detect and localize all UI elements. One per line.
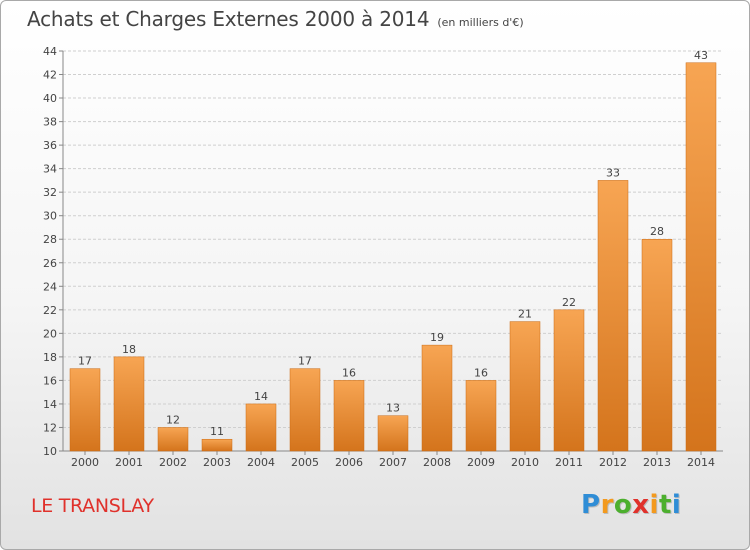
axes: 10 12 14 16 18 20 22 24 26 28 30 32 34 36 38 40 42 44 2000… [43,45,723,469]
logo-letter: i [649,490,659,520]
x-tick-label: 2007 [379,456,407,469]
y-tick-label: 36 [43,139,57,152]
data-label: 14 [254,390,268,403]
y-tick-label: 38 [43,116,57,129]
chart-title: Achats et Charges Externes 2000 à 2014 (e… [27,7,524,31]
x-tick-label: 2014 [687,456,715,469]
y-tick-label: 28 [43,233,57,246]
data-label: 19 [430,331,444,344]
bar-2007 [377,415,409,452]
bar-2002 [157,427,189,452]
bar-2010 [509,321,541,452]
x-tick-label: 2000 [71,456,99,469]
place-name: LE TRANSLAY [31,495,154,517]
logo-letter: i [671,490,682,520]
x-tick-label: 2012 [599,456,627,469]
logo-letter: P [581,490,601,520]
y-tick-label: 30 [43,210,57,223]
x-tick-label: 2004 [247,456,275,469]
x-tick-label: 2013 [643,456,671,469]
logo-letter: x [632,490,650,520]
bar-2004 [245,403,277,452]
x-tick-label: 2005 [291,456,319,469]
data-label: 21 [518,308,532,321]
logo-letter: o [613,490,633,520]
data-label: 18 [122,343,136,356]
data-label: 11 [210,425,224,438]
y-tick-label: 18 [43,351,57,364]
data-labels: 17 18 12 11 14 17 16 13 19 16 21 22 33 28 43 [78,49,708,438]
x-tick-label: 2008 [423,456,451,469]
data-label: 43 [694,49,708,62]
bar-2000 [69,368,101,452]
x-tick-label: 2011 [555,456,583,469]
y-tick-label: 20 [43,327,57,340]
y-tick-label: 42 [43,69,57,82]
data-label: 17 [298,355,312,368]
logo-letter: r [600,490,614,520]
data-label: 13 [386,402,400,415]
bar-2008 [421,344,453,452]
data-label: 22 [562,296,576,309]
data-label: 33 [606,166,620,179]
x-tick-label: 2003 [203,456,231,469]
x-tick-label: 2002 [159,456,187,469]
bar-2005 [289,368,321,452]
y-tick-label: 24 [43,280,57,293]
bar-2009 [465,380,497,452]
data-label: 16 [474,366,488,379]
bar-2011 [553,309,585,452]
data-label: 28 [650,225,664,238]
y-tick-label: 44 [43,45,57,58]
y-tick-label: 10 [43,445,57,458]
y-tick-label: 12 [43,421,57,434]
data-label: 16 [342,366,356,379]
y-tick-label: 16 [43,374,57,387]
bars [69,62,717,452]
proxiti-logo: Proxiti [581,490,681,520]
y-tick-label: 34 [43,163,57,176]
bar-2003 [201,438,233,452]
bar-2006 [333,380,365,452]
y-tick-label: 26 [43,257,57,270]
chart-title-text: Achats et Charges Externes 2000 à 2014 [27,7,430,31]
bar-2013 [641,238,673,452]
data-label: 17 [78,355,92,368]
data-label: 12 [166,413,180,426]
bar-2012 [597,180,629,452]
y-tick-label: 22 [43,304,57,317]
y-tick-label: 14 [43,398,57,411]
x-tick-label: 2009 [467,456,495,469]
x-tick-label: 2010 [511,456,539,469]
chart-subtitle: (en milliers d'€) [437,16,524,29]
y-tick-label: 40 [43,92,57,105]
y-tick-label: 32 [43,186,57,199]
bar-2001 [113,356,145,452]
bar-2014 [685,62,717,452]
x-tick-label: 2006 [335,456,363,469]
logo-letter: t [658,490,672,520]
x-tick-label: 2001 [115,456,143,469]
